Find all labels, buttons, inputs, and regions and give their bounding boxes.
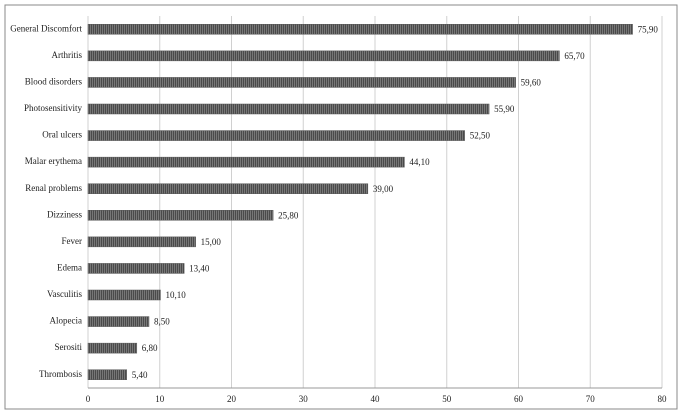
bar bbox=[87, 183, 369, 194]
data-label: 6,80 bbox=[142, 343, 158, 353]
data-label: 52,50 bbox=[470, 131, 491, 141]
bar bbox=[87, 103, 490, 115]
y-tick-label: Vasculitis bbox=[47, 289, 82, 299]
bar bbox=[87, 130, 465, 141]
x-tick-label: 70 bbox=[586, 394, 596, 404]
bar bbox=[87, 210, 274, 221]
data-label: 25,80 bbox=[278, 210, 299, 220]
y-tick-label: Arthritis bbox=[52, 50, 83, 60]
x-tick-label: 40 bbox=[371, 394, 381, 404]
bar bbox=[87, 77, 516, 88]
data-label: 5,40 bbox=[132, 370, 148, 380]
data-label: 55,90 bbox=[494, 104, 515, 114]
bar bbox=[87, 289, 161, 301]
x-tick-label: 80 bbox=[658, 394, 668, 404]
data-label: 13,40 bbox=[189, 263, 210, 273]
data-label: 10,10 bbox=[165, 290, 186, 300]
bar bbox=[87, 369, 127, 380]
y-tick-label: Fever bbox=[62, 236, 83, 246]
y-tick-label: Malar erythema bbox=[25, 156, 82, 166]
data-label: 59,60 bbox=[521, 77, 542, 87]
bar bbox=[87, 236, 196, 248]
x-tick-label: 0 bbox=[86, 394, 91, 404]
bar bbox=[87, 316, 150, 327]
data-label: 8,50 bbox=[154, 317, 170, 327]
data-label: 39,00 bbox=[373, 184, 394, 194]
bar bbox=[87, 263, 185, 274]
x-tick-label: 50 bbox=[442, 394, 452, 404]
bar bbox=[87, 342, 138, 354]
data-label: 75,90 bbox=[638, 24, 659, 34]
y-tick-label: Renal problems bbox=[25, 183, 82, 193]
y-tick-label: General Discomfort bbox=[10, 23, 82, 33]
bar bbox=[87, 24, 633, 35]
x-tick-label: 20 bbox=[227, 394, 237, 404]
y-tick-label: Oral ulcers bbox=[42, 130, 82, 140]
y-tick-label: Alopecia bbox=[50, 316, 82, 326]
frame bbox=[4, 4, 678, 410]
y-tick-label: Dizziness bbox=[47, 209, 82, 219]
x-tick-label: 10 bbox=[155, 394, 165, 404]
data-label: 44,10 bbox=[409, 157, 430, 167]
data-label: 15,00 bbox=[201, 237, 222, 247]
bar bbox=[87, 50, 560, 62]
bar bbox=[87, 156, 405, 168]
y-tick-label: Serositi bbox=[54, 342, 82, 352]
y-tick-label: Edema bbox=[57, 262, 82, 272]
y-tick-label: Photosensitivity bbox=[24, 103, 83, 113]
data-label: 65,70 bbox=[564, 51, 585, 61]
y-tick-label: Blood disorders bbox=[25, 76, 83, 86]
y-tick-label: Thrombosis bbox=[39, 369, 82, 379]
x-tick-label: 30 bbox=[299, 394, 309, 404]
x-tick-label: 60 bbox=[514, 394, 524, 404]
